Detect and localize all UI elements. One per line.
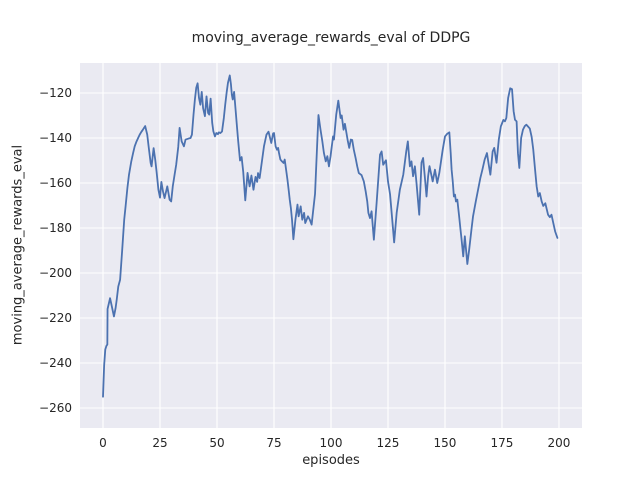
- x-tick-label: 175: [490, 436, 514, 450]
- y-tick-label: −120: [39, 85, 72, 100]
- x-axis-label: episodes: [302, 453, 360, 468]
- x-tick-label: 100: [319, 436, 343, 450]
- x-tick-label: 150: [433, 436, 457, 450]
- x-tick-label: 25: [152, 436, 168, 450]
- data-line-moving_average_rewards_eval: [102, 74, 559, 398]
- plot-svg: [80, 63, 582, 428]
- x-tick-label: 50: [209, 436, 225, 450]
- x-tick-label: 0: [99, 436, 107, 450]
- y-tick-label: −160: [39, 175, 72, 190]
- y-tick-label: −260: [39, 400, 72, 415]
- y-axis-label-text: moving_average_rewards_eval: [10, 144, 26, 346]
- y-tick-label: −240: [39, 355, 72, 370]
- y-tick-label: −200: [39, 265, 72, 280]
- y-tick-label: −140: [39, 130, 72, 145]
- plot-area: [80, 63, 582, 428]
- y-tick-label: −220: [39, 310, 72, 325]
- x-tick-label: 200: [547, 436, 571, 450]
- y-tick-label: −180: [39, 220, 72, 235]
- chart-title: moving_average_rewards_eval of DDPG: [191, 30, 471, 46]
- x-tick-label: 75: [266, 436, 282, 450]
- x-tick-label: 125: [376, 436, 400, 450]
